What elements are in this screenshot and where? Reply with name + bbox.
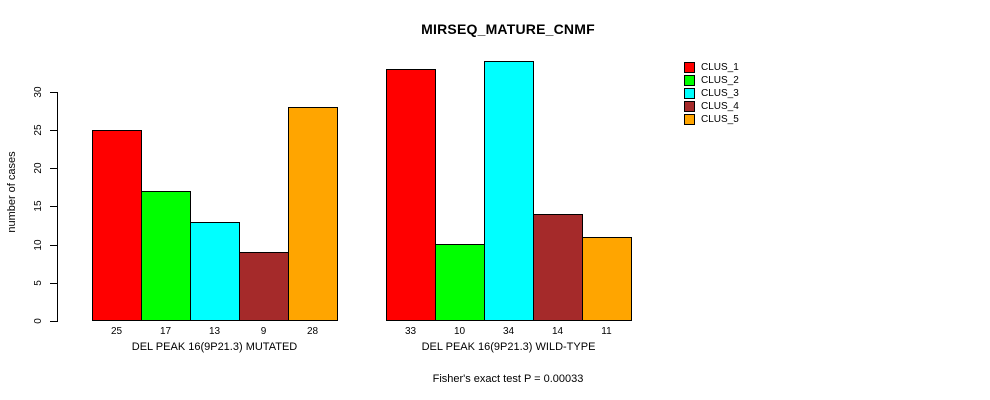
y-axis-tick-label: 30 [33,85,44,98]
y-axis-tick [50,244,57,246]
bar-clus_2 [141,191,191,321]
legend-item: CLUS_4 [684,100,739,113]
y-axis-tick-label: 0 [33,318,44,324]
legend-item: CLUS_5 [684,113,739,126]
bar-clus_4 [239,252,289,321]
legend-label: CLUS_1 [701,62,739,73]
bar-value-label: 33 [404,326,417,337]
legend-swatch-clus_5 [684,114,695,125]
bar-value-label: 10 [453,326,466,337]
legend-swatch-clus_4 [684,101,695,112]
legend-label: CLUS_3 [701,88,739,99]
bar-clus_3 [484,61,534,321]
legend-item: CLUS_3 [684,87,739,100]
bar-value-label: 9 [260,326,267,337]
legend-label: CLUS_2 [701,75,739,86]
bar-value-label: 34 [502,326,515,337]
bar-clus_1 [386,69,436,321]
legend-swatch-clus_1 [684,62,695,73]
legend-label: CLUS_4 [701,101,739,112]
legend-swatch-clus_3 [684,88,695,99]
bar-value-label: 14 [551,326,564,337]
y-axis-tick [50,206,57,208]
legend-item: CLUS_2 [684,74,739,87]
bar-value-label: 17 [159,326,172,337]
y-axis-label: number of cases [6,151,18,233]
group-label: DEL PEAK 16(9P21.3) MUTATED [131,341,298,353]
y-axis-tick-label: 25 [33,124,44,136]
group-label: DEL PEAK 16(9P21.3) WILD-TYPE [421,341,596,353]
bar-value-label: 25 [110,326,123,337]
legend-label: CLUS_5 [701,114,739,125]
chart-title: MIRSEQ_MATURE_CNMF [421,21,595,37]
y-axis-tick-label: 15 [33,200,44,212]
bar-value-label: 28 [306,326,319,337]
legend: CLUS_1 CLUS_2 CLUS_3 CLUS_4 CLUS_5 [684,61,739,126]
footnote: Fisher's exact test P = 0.00033 [432,373,584,385]
bar-clus_3 [190,222,240,321]
bar-clus_2 [435,244,485,321]
legend-item: CLUS_1 [684,61,739,74]
bar-clus_5 [582,237,632,321]
y-axis-tick [50,129,57,131]
y-axis-tick [50,282,57,284]
y-axis-tick [50,168,57,169]
y-axis-tick [50,91,57,93]
legend-swatch-clus_2 [684,75,695,86]
bar-clus_1 [92,130,142,321]
bar-clus_5 [288,107,338,321]
bar-value-label: 13 [208,326,221,337]
y-axis-tick-label: 20 [33,162,44,174]
y-axis-tick-label: 10 [33,238,44,251]
y-axis-tick [50,321,57,322]
bar-clus_4 [533,214,583,321]
bar-value-label: 11 [601,326,612,337]
y-axis-line [57,91,58,322]
y-axis-tick-label: 5 [33,279,44,286]
